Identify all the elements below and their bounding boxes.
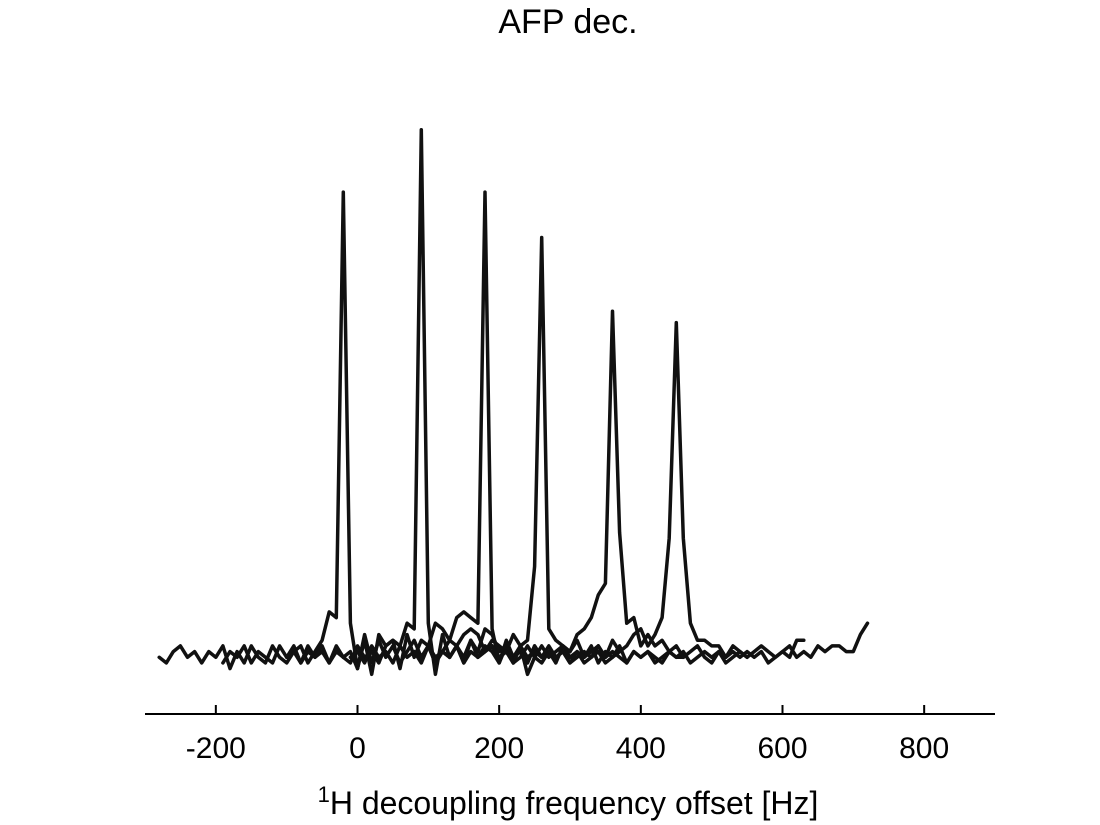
series-line-2 <box>221 127 622 677</box>
x-tick-layer: -200 0 200 400 600 800 <box>186 705 949 765</box>
series-line-5 <box>412 309 806 677</box>
x-tick-label: 800 <box>899 732 949 765</box>
x-axis-label: 1H decoupling frequency offset [Hz] <box>318 782 819 821</box>
x-tick-label: 0 <box>349 732 366 765</box>
series-layer <box>157 127 870 677</box>
x-tick-label: 400 <box>616 732 666 765</box>
x-tick-label: 200 <box>474 732 524 765</box>
x-tick-label: 600 <box>757 732 807 765</box>
chart-title: AFP dec. <box>498 3 637 41</box>
x-axis-label-superscript: 1 <box>318 782 330 807</box>
series-line-6 <box>476 320 870 665</box>
x-axis-label-text: H decoupling frequency offset [Hz] <box>330 785 819 821</box>
x-tick-label: -200 <box>186 732 246 765</box>
series-line-1 <box>157 190 558 671</box>
